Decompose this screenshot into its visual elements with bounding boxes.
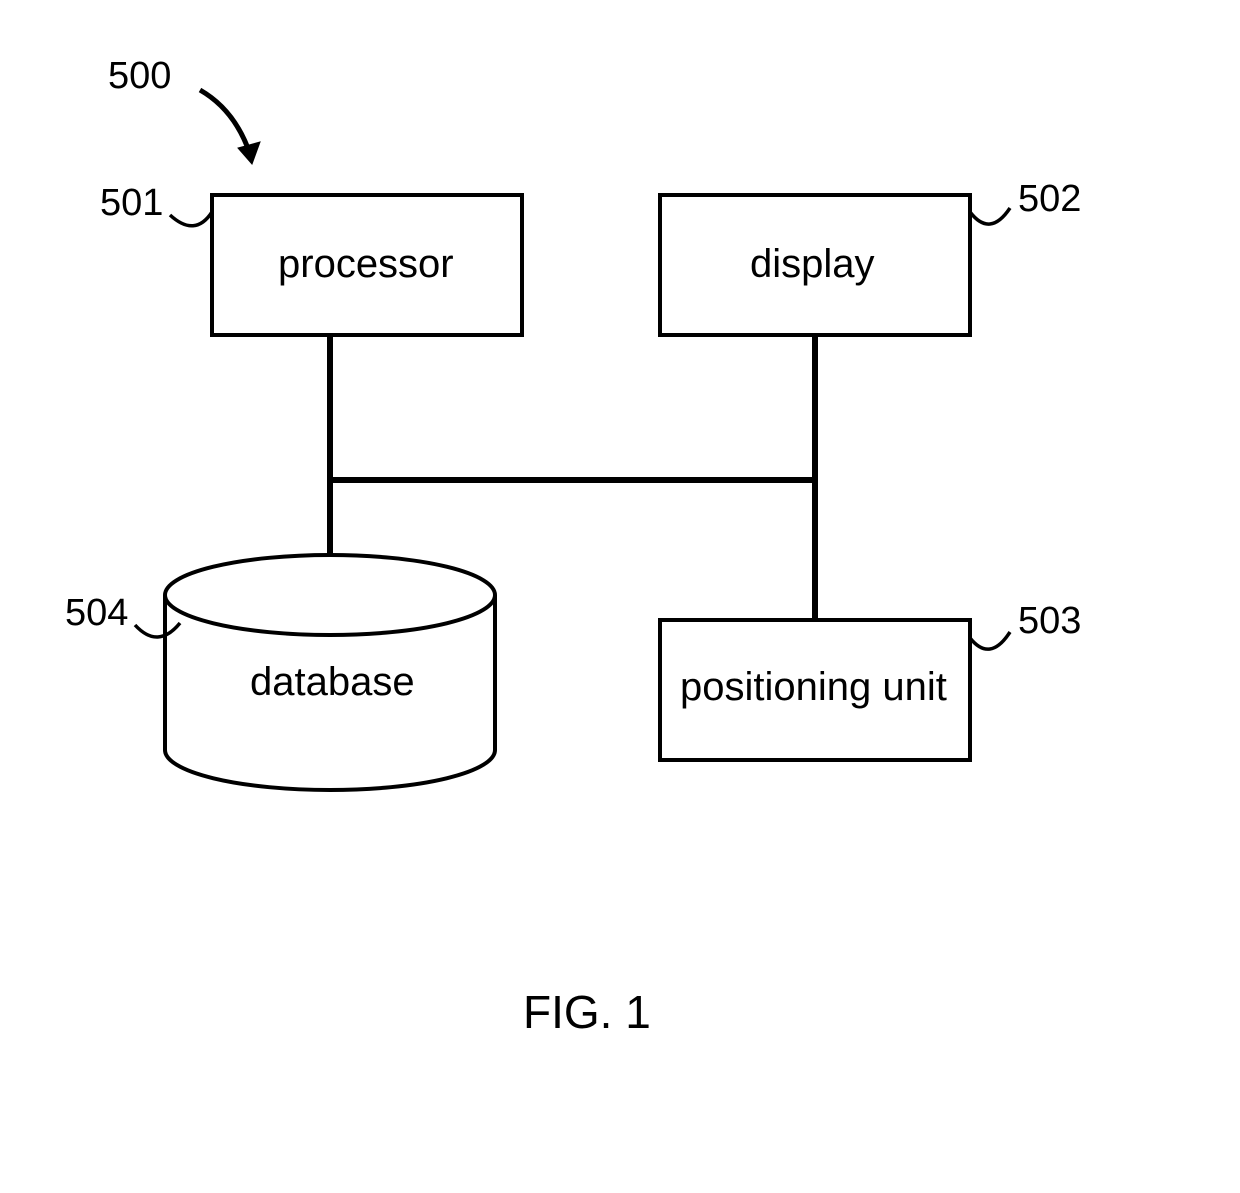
ref-504: 504	[65, 592, 128, 635]
database-label: database	[250, 660, 415, 705]
ref-501: 501	[100, 182, 163, 225]
ref-502: 502	[1018, 178, 1081, 221]
figure-caption: FIG. 1	[523, 985, 651, 1039]
display-label: display	[750, 242, 875, 287]
positioning-unit-label: positioning unit	[680, 665, 947, 710]
system-arrow	[200, 90, 260, 164]
ref-503: 503	[1018, 600, 1081, 643]
processor-label: processor	[278, 242, 454, 287]
ref-500: 500	[108, 55, 171, 98]
diagram-canvas: 500 501 502 503 504 processor display po…	[0, 0, 1240, 1188]
